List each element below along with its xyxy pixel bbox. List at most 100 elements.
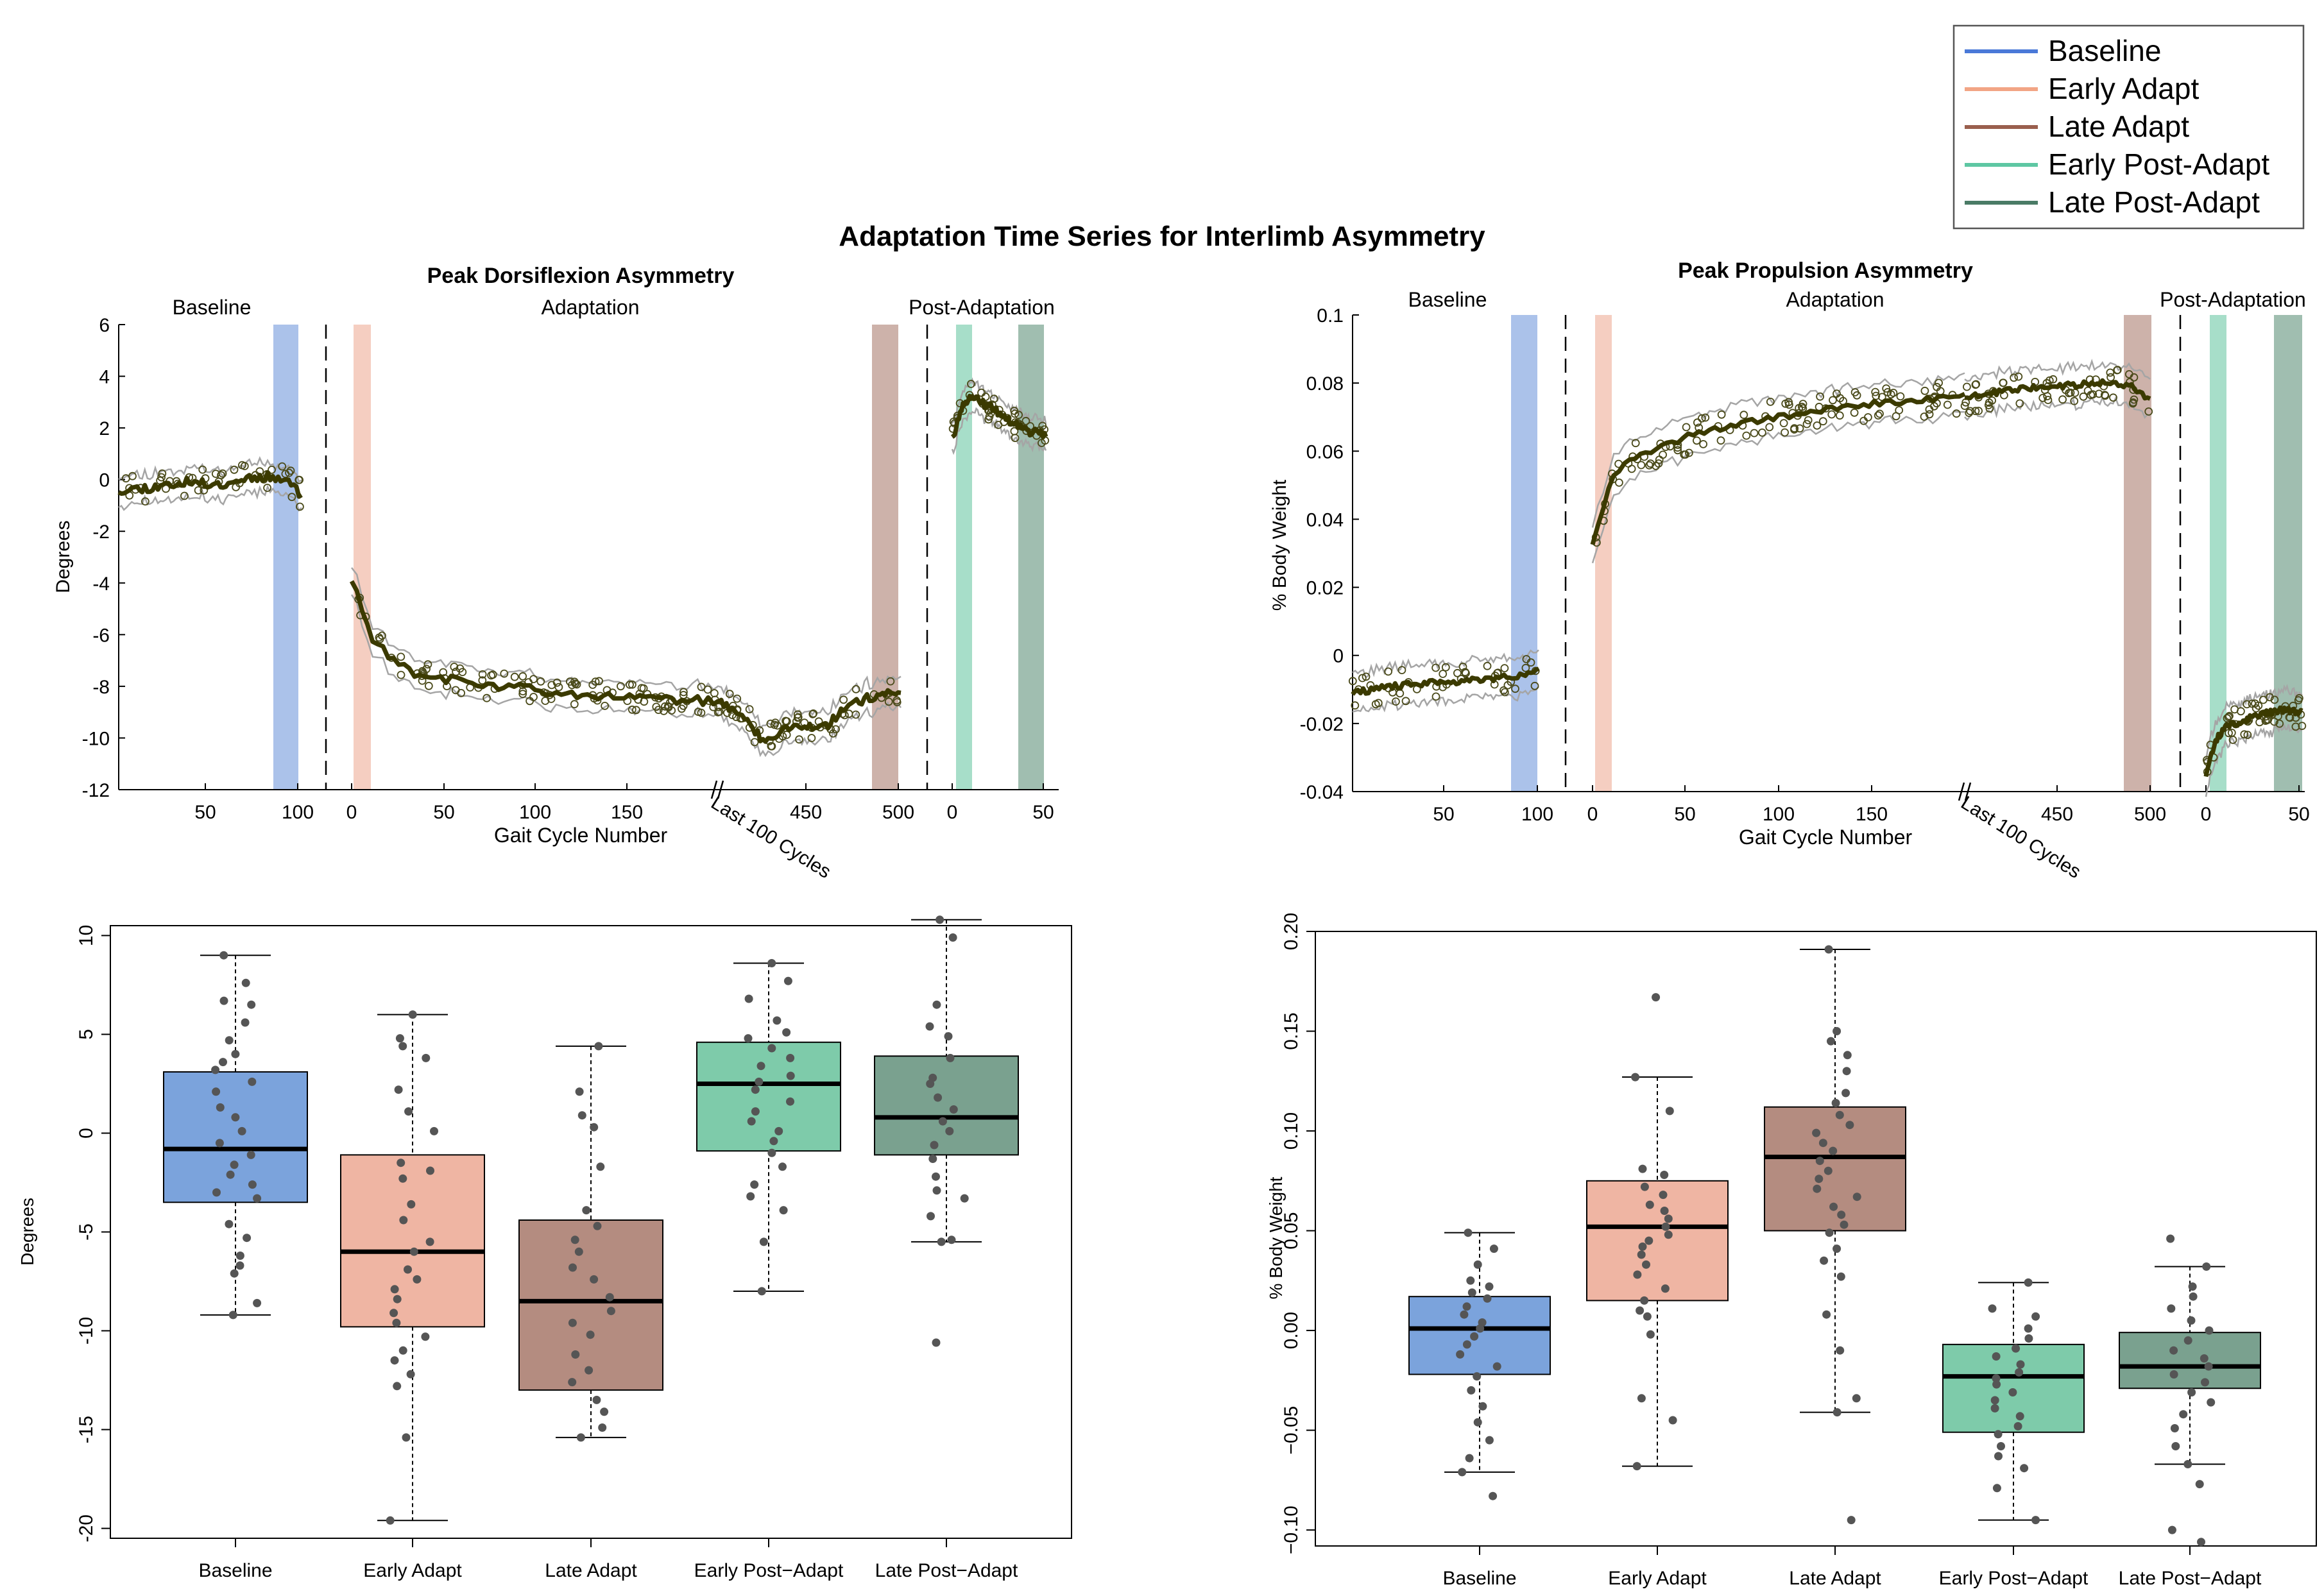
cycle-point	[1680, 450, 1689, 459]
subject-point	[1638, 1164, 1647, 1173]
post-adaptation-section-label: Post-Adaptation	[909, 296, 1055, 319]
y-tick-label: 0.20	[1281, 913, 1302, 950]
subject-point	[767, 959, 776, 967]
subject-point	[755, 1077, 764, 1086]
x-tick-label: 50	[1674, 804, 1695, 825]
cycle-point	[1716, 436, 1725, 445]
subject-point	[1638, 1242, 1647, 1251]
subject-point	[1645, 1236, 1653, 1245]
subject-point	[219, 1058, 227, 1067]
cycle-point	[570, 700, 579, 709]
trend-line	[349, 580, 720, 708]
cycle-point	[1985, 404, 1994, 413]
legend-label: Late Post-Adapt	[2048, 185, 2260, 219]
subject-point	[1485, 1436, 1494, 1445]
cycle-point	[1682, 423, 1691, 432]
subject-point	[778, 1162, 787, 1171]
cycle-point	[2270, 695, 2279, 704]
subject-point	[1988, 1304, 1997, 1313]
subject-point	[2169, 1346, 2178, 1355]
subject-point	[960, 1194, 969, 1203]
cycle-point	[1859, 416, 1868, 425]
cycle-point	[1882, 384, 1891, 393]
trend-line	[1351, 666, 1539, 696]
subject-point	[576, 1433, 585, 1442]
cycle-point	[1974, 407, 1983, 415]
subject-point	[1815, 1175, 1824, 1184]
y-tick-label: −0.10	[1281, 1506, 1302, 1554]
x-tick-label: 500	[882, 802, 914, 823]
subject-point	[1841, 1089, 1850, 1098]
cycle-point	[478, 676, 487, 685]
subject-point	[1489, 1244, 1498, 1253]
subject-point	[248, 1077, 257, 1086]
subject-point	[759, 1237, 768, 1246]
phase-band	[1511, 315, 1537, 792]
cycle-point	[595, 677, 603, 686]
cycle-point	[1802, 420, 1811, 429]
figure-title: Adaptation Time Series for Interlimb Asy…	[839, 221, 1485, 252]
cycle-point	[725, 690, 734, 699]
cycle-point	[397, 652, 406, 661]
subject-point	[786, 1071, 795, 1080]
ci-lower	[718, 701, 902, 758]
cycle-point	[1739, 411, 1748, 420]
dorsiflexion-subtitle: Peak Dorsiflexion Asymmetry	[427, 264, 735, 288]
cycle-point	[1833, 389, 1841, 398]
legend-label: Baseline	[2048, 34, 2161, 67]
trend-line	[2203, 705, 2303, 777]
cycle-point	[1850, 388, 1859, 396]
subject-point	[593, 1221, 602, 1230]
cycle-point	[1371, 700, 1380, 709]
subject-point	[390, 1356, 399, 1365]
cycle-point	[1925, 410, 1934, 419]
cycle-point	[230, 465, 239, 474]
subject-point	[1473, 1260, 1482, 1269]
subject-point	[1458, 1468, 1467, 1477]
subject-point	[1467, 1288, 1476, 1297]
subject-point	[1992, 1374, 2001, 1383]
category-label: Late Adapt	[545, 1560, 637, 1581]
y-tick-label: 6	[99, 315, 110, 336]
subject-point	[215, 1139, 224, 1148]
x-tick-label: 100	[282, 802, 314, 823]
subject-point	[949, 1105, 958, 1114]
subject-point	[398, 1042, 407, 1051]
subject-point	[594, 1042, 603, 1051]
cycle-point	[2045, 376, 2054, 385]
cycle-point	[1659, 450, 1668, 459]
cycle-point	[601, 702, 609, 710]
trend-line	[1964, 378, 2151, 401]
y-tick-label: -0.02	[1300, 714, 1344, 735]
cycle-point	[1673, 446, 1682, 455]
cycle-point	[1460, 668, 1469, 677]
cycle-point	[1011, 409, 1020, 418]
cycle-point	[1391, 697, 1400, 706]
cycle-point	[2128, 399, 2137, 408]
subject-point	[393, 1382, 402, 1391]
iqr-box	[340, 1154, 485, 1328]
ci-upper	[351, 567, 719, 693]
subject-point	[230, 1269, 239, 1278]
subject-point	[928, 1155, 937, 1163]
subject-point	[2197, 1538, 2205, 1547]
cycle-point	[839, 695, 848, 704]
cycle-point	[1645, 461, 1653, 470]
cycle-point	[2044, 396, 2053, 404]
subject-point	[1637, 1250, 1646, 1259]
subject-point	[932, 1172, 940, 1181]
subject-point	[389, 1309, 398, 1318]
subject-point	[1812, 1128, 1821, 1137]
cycle-point	[121, 474, 130, 483]
cycle-point	[536, 677, 545, 686]
ci-upper	[718, 675, 901, 730]
cycle-point	[1750, 429, 1759, 437]
cycle-point	[2015, 399, 2024, 408]
cycle-point	[1813, 421, 1822, 430]
cycle-point	[263, 484, 272, 492]
cycle-point	[745, 705, 754, 713]
subject-point	[1665, 1107, 1674, 1116]
x-tick-label: 0	[2201, 804, 2212, 825]
subject-point	[779, 1206, 788, 1215]
ci-lower	[951, 407, 1047, 455]
